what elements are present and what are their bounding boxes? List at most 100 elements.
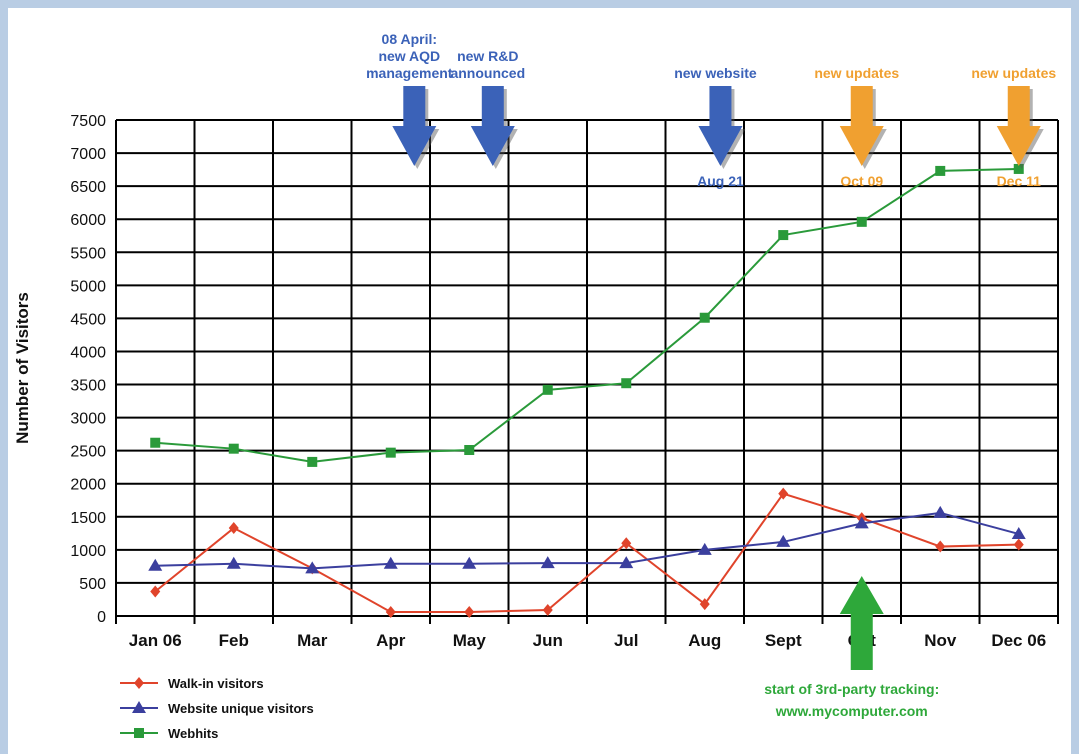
series-line bbox=[155, 167, 1019, 463]
annotation-date: Aug 21 bbox=[697, 173, 744, 189]
y-tick-label: 1000 bbox=[70, 543, 106, 560]
legend-label: Webhits bbox=[168, 726, 218, 741]
x-tick-label: Dec 06 bbox=[991, 631, 1046, 650]
y-tick-label: 7500 bbox=[70, 113, 106, 130]
legend-label: Walk-in visitors bbox=[168, 676, 264, 691]
data-point bbox=[935, 165, 946, 176]
data-point bbox=[462, 556, 477, 569]
data-point bbox=[540, 556, 555, 569]
y-axis-ticks: 0 500 1000 1500 2000 2500 3000 3500 4000 4500 5000… bbox=[70, 113, 106, 626]
y-tick-label: 4500 bbox=[70, 311, 106, 328]
y-tick-label: 4000 bbox=[70, 344, 106, 361]
legend-item: Webhits bbox=[120, 726, 218, 741]
y-tick-label: 500 bbox=[79, 576, 106, 593]
annotation-text: new website bbox=[674, 65, 757, 81]
x-tick-label: Jul bbox=[614, 631, 639, 650]
data-point bbox=[150, 437, 161, 448]
x-tick-label: Aug bbox=[688, 631, 721, 650]
series-website-unique-visitors bbox=[148, 505, 1026, 574]
x-tick-label: Mar bbox=[297, 631, 328, 650]
x-tick-label: Nov bbox=[924, 631, 957, 650]
annotation-text: management bbox=[366, 65, 453, 81]
data-point bbox=[150, 585, 161, 598]
down-arrow-icon bbox=[698, 86, 743, 166]
data-point bbox=[621, 378, 632, 389]
x-tick-label: Sept bbox=[765, 631, 802, 650]
series bbox=[148, 163, 1026, 619]
y-tick-label: 6000 bbox=[70, 212, 106, 229]
data-point bbox=[228, 443, 239, 454]
data-point bbox=[305, 561, 320, 574]
down-arrow-icon bbox=[996, 86, 1041, 166]
annotation-text: new updates bbox=[971, 65, 1056, 81]
x-tick-label: Feb bbox=[219, 631, 249, 650]
chart-frame: 0 500 1000 1500 2000 2500 3000 3500 4000 4500 5000… bbox=[8, 8, 1071, 754]
data-point bbox=[699, 312, 710, 323]
y-tick-label: 6500 bbox=[70, 179, 106, 196]
annotation-date: Dec 11 bbox=[997, 173, 1042, 189]
annotation-text: new updates bbox=[814, 65, 899, 81]
down-arrow-icon bbox=[392, 86, 437, 166]
data-point bbox=[1011, 526, 1026, 539]
y-tick-label: 0 bbox=[97, 609, 106, 626]
x-axis-ticks: Jan 06FebMarAprMayJunJulAugSeptOctNovDec… bbox=[129, 631, 1046, 650]
data-point bbox=[1013, 163, 1024, 174]
y-tick-label: 5000 bbox=[70, 278, 106, 295]
data-point bbox=[226, 556, 241, 569]
data-point bbox=[776, 534, 791, 547]
data-point bbox=[935, 540, 946, 553]
data-point bbox=[542, 604, 553, 617]
annotation: new updates Dec 11 bbox=[971, 65, 1056, 189]
annotation: new updates Oct 09 bbox=[814, 65, 899, 189]
data-point bbox=[778, 230, 789, 241]
legend-marker bbox=[134, 677, 144, 689]
data-point bbox=[464, 606, 475, 619]
legend-marker bbox=[134, 728, 144, 738]
data-point bbox=[621, 537, 632, 550]
x-tick-label: May bbox=[453, 631, 487, 650]
visitors-line-chart: 0 500 1000 1500 2000 2500 3000 3500 4000 4500 5000… bbox=[13, 31, 1059, 741]
up-arrow-icon bbox=[839, 576, 884, 670]
data-point bbox=[385, 606, 396, 619]
data-point bbox=[697, 542, 712, 555]
y-tick-label: 5500 bbox=[70, 245, 106, 262]
legend: Walk-in visitors Website unique visitors W… bbox=[120, 676, 314, 741]
annotation: new website Aug 21 bbox=[674, 65, 757, 189]
data-point bbox=[383, 556, 398, 569]
data-point bbox=[699, 598, 710, 611]
x-tick-label: Jan 06 bbox=[129, 631, 182, 650]
x-tick-label: Apr bbox=[376, 631, 406, 650]
series-line bbox=[154, 492, 1019, 614]
y-tick-label: 1500 bbox=[70, 510, 106, 527]
annotation-text: new AQD bbox=[378, 48, 440, 64]
grid bbox=[115, 119, 1059, 624]
annotation-text: start of 3rd-party tracking: bbox=[764, 681, 939, 697]
down-arrow-icon bbox=[839, 86, 884, 166]
down-arrow-icon bbox=[470, 86, 515, 166]
legend-label: Website unique visitors bbox=[168, 701, 314, 716]
data-point bbox=[148, 558, 163, 571]
annotation-text: new R&D bbox=[457, 48, 518, 64]
data-point bbox=[856, 216, 867, 227]
legend-item: Website unique visitors bbox=[120, 701, 314, 716]
y-tick-label: 3500 bbox=[70, 378, 106, 395]
annotation-date: Oct 09 bbox=[840, 173, 883, 189]
x-tick-label: Jun bbox=[533, 631, 563, 650]
y-tick-label: 2500 bbox=[70, 444, 106, 461]
data-point bbox=[307, 456, 318, 467]
y-tick-label: 2000 bbox=[70, 477, 106, 494]
y-axis-label: Number of Visitors bbox=[13, 292, 32, 444]
data-point bbox=[778, 487, 789, 500]
legend-marker bbox=[132, 701, 146, 713]
data-point bbox=[228, 522, 239, 535]
data-point bbox=[933, 505, 948, 518]
annotation-text: www.mycomputer.com bbox=[775, 703, 928, 719]
annotation-text: 08 April: bbox=[382, 31, 438, 47]
series-line bbox=[155, 511, 1020, 570]
data-point bbox=[464, 445, 475, 456]
data-point bbox=[619, 556, 634, 569]
series-webhits bbox=[150, 163, 1024, 467]
data-point bbox=[542, 384, 553, 395]
